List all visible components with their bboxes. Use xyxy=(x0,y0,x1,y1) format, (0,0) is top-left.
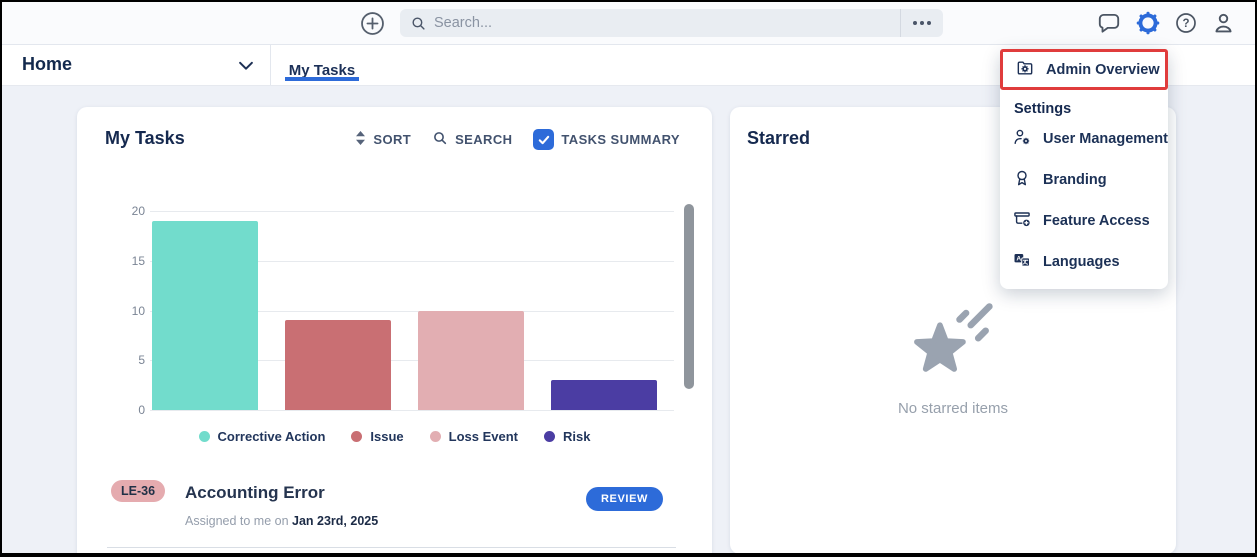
menu-item-admin-overview[interactable]: Admin Overview xyxy=(1003,52,1165,87)
my-tasks-card: My Tasks SORT SEARCH xyxy=(77,107,712,553)
y-axis-tick-label: 0 xyxy=(138,403,145,417)
admin-dropdown-menu: Admin Overview Settings User Management xyxy=(1000,49,1168,289)
tasks-summary-chart: 0 5 10 15 20 xyxy=(77,192,712,432)
task-id-badge: LE-36 xyxy=(111,480,166,502)
no-starred-items-text: No starred items xyxy=(897,400,1009,417)
nav-divider xyxy=(270,45,271,85)
review-button[interactable]: REVIEW xyxy=(586,487,663,511)
tab-label: My Tasks xyxy=(288,61,356,79)
legend-item-risk[interactable]: Risk xyxy=(544,429,590,444)
assigned-date: Jan 23rd, 2025 xyxy=(292,514,379,528)
chevron-down-icon xyxy=(236,56,256,81)
chart-gridline xyxy=(150,211,674,212)
chat-button[interactable] xyxy=(1096,10,1122,39)
legend-item-loss-event[interactable]: Loss Event xyxy=(429,429,519,444)
legend-label: Risk xyxy=(563,429,591,444)
translate-icon: A xyxy=(1012,250,1032,273)
chart-bar-risk[interactable] xyxy=(551,380,657,410)
starred-empty-state: No starred items xyxy=(730,299,1176,417)
y-axis-tick-label: 5 xyxy=(138,353,145,368)
tasks-controls: SORT SEARCH TASKS SUMMARY xyxy=(355,129,680,150)
svg-text:A: A xyxy=(1016,256,1021,263)
menu-item-label: Admin Overview xyxy=(1046,61,1160,78)
search-icon xyxy=(432,130,448,149)
search-label: SEARCH xyxy=(455,132,513,147)
menu-item-user-management[interactable]: User Management xyxy=(1000,121,1168,156)
tutorial-highlight-box: Admin Overview xyxy=(1000,49,1168,90)
legend-label: Loss Event xyxy=(448,429,519,444)
user-gear-icon xyxy=(1012,127,1032,150)
assigned-prefix: Assigned to me on xyxy=(185,514,293,528)
legend-dot xyxy=(544,431,556,442)
menu-item-label: Branding xyxy=(1043,171,1107,188)
scrollbar-thumb[interactable] xyxy=(684,204,694,389)
ellipsis-icon xyxy=(913,21,931,25)
card-scrollbar xyxy=(684,192,695,553)
home-label: Home xyxy=(22,54,73,74)
feature-box-icon xyxy=(1012,209,1032,232)
menu-item-branding[interactable]: Branding xyxy=(1000,162,1168,197)
legend-label: Corrective Action xyxy=(217,429,326,444)
menu-item-languages[interactable]: A Languages xyxy=(1000,244,1168,279)
chart-bar-issue[interactable] xyxy=(285,320,391,410)
top-bar-icons: ? xyxy=(1096,10,1236,39)
legend-label: Issue xyxy=(370,429,404,444)
sort-label: SORT xyxy=(373,132,412,147)
y-axis-tick-label: 10 xyxy=(131,303,145,318)
legend-item-corrective-action[interactable]: Corrective Action xyxy=(198,429,326,444)
legend-dot xyxy=(198,431,210,442)
svg-text:?: ? xyxy=(1182,18,1189,30)
help-button[interactable]: ? xyxy=(1174,11,1198,38)
menu-item-feature-access[interactable]: Feature Access xyxy=(1000,203,1168,238)
legend-dot xyxy=(429,431,441,442)
legend-item-issue[interactable]: Issue xyxy=(351,429,404,444)
chart-legend: Corrective Action Issue Loss Event Risk xyxy=(77,429,712,444)
chart-bar-loss-event[interactable] xyxy=(418,310,524,410)
task-title-link[interactable]: Accounting Error xyxy=(185,483,325,502)
starred-title: Starred xyxy=(747,128,811,148)
gear-icon xyxy=(1135,10,1161,39)
person-icon xyxy=(1211,11,1236,39)
search-options-button[interactable] xyxy=(901,9,943,37)
shooting-star-icon xyxy=(905,303,1001,387)
my-tasks-title: My Tasks xyxy=(105,128,185,148)
search-tasks-button[interactable]: SEARCH xyxy=(432,130,512,149)
menu-item-label: User Management xyxy=(1043,130,1168,147)
task-row-divider xyxy=(107,547,676,548)
tasks-summary-toggle[interactable]: TASKS SUMMARY xyxy=(533,129,680,150)
chart-gridline xyxy=(150,260,674,262)
admin-overview-icon xyxy=(1015,58,1035,81)
chart-gridline xyxy=(150,360,674,362)
menu-item-label: Languages xyxy=(1043,253,1120,270)
tab-my-tasks[interactable]: My Tasks xyxy=(285,45,359,85)
chart-gridline xyxy=(150,410,674,411)
y-axis-tick-label: 20 xyxy=(131,204,145,218)
sort-icon xyxy=(355,130,366,149)
chat-bubble-icon xyxy=(1096,10,1122,39)
search-divider xyxy=(900,9,901,37)
chart-gridline xyxy=(150,310,674,312)
menu-item-label: Feature Access xyxy=(1043,212,1150,229)
question-circle-icon: ? xyxy=(1174,11,1198,38)
settings-button[interactable] xyxy=(1135,10,1161,39)
create-button[interactable] xyxy=(359,10,386,37)
settings-section-header: Settings xyxy=(1014,101,1072,117)
task-assigned-text: Assigned to me on Jan 23rd, 2025 xyxy=(185,514,378,528)
checkbox-checked-icon xyxy=(533,129,555,150)
sort-button[interactable]: SORT xyxy=(355,130,411,149)
search-input[interactable] xyxy=(434,15,900,31)
chart-bar-corrective-action[interactable] xyxy=(152,220,258,410)
profile-button[interactable] xyxy=(1211,11,1236,39)
tasks-summary-label: TASKS SUMMARY xyxy=(561,132,680,147)
active-tab-underline xyxy=(285,77,359,81)
legend-dot xyxy=(351,431,363,442)
search-icon xyxy=(410,15,427,32)
plus-circle-icon xyxy=(359,12,386,40)
top-bar: ? xyxy=(2,2,1255,45)
global-search xyxy=(400,9,943,37)
award-icon xyxy=(1012,168,1032,191)
y-axis-tick-label: 15 xyxy=(131,253,145,268)
home-selector[interactable]: Home xyxy=(2,45,270,85)
